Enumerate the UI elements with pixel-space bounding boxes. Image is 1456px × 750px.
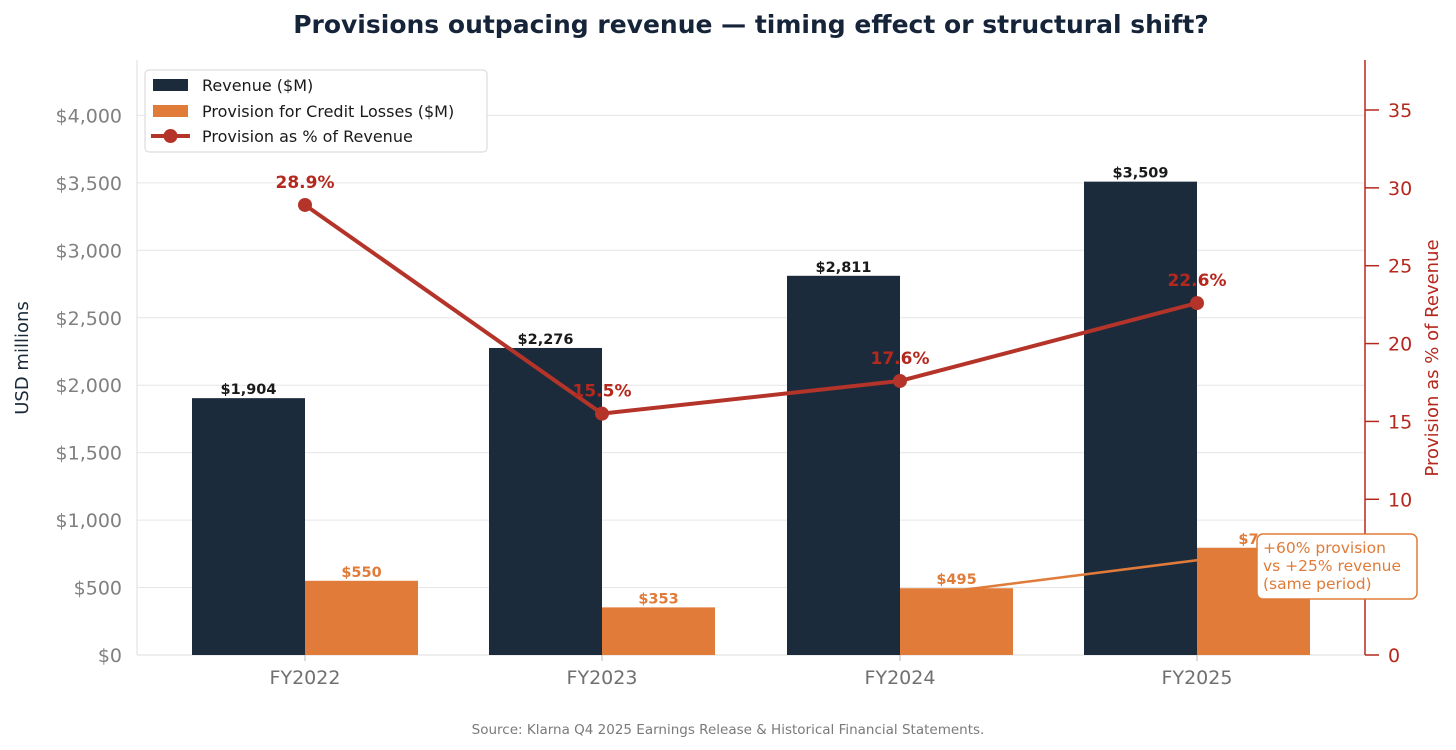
percent-value-label: 28.9% (276, 173, 335, 193)
revenue-value-label: $3,509 (1113, 166, 1169, 182)
legend-swatch-revenue (153, 79, 188, 91)
y-tick-label-left: $1,500 (56, 443, 122, 465)
provision-value-label: $353 (638, 591, 678, 607)
annotation-text: +60% provision (1263, 539, 1386, 557)
y-tick-label-left: $3,000 (56, 240, 122, 262)
revenue-bar (1084, 181, 1197, 655)
revenue-value-label: $1,904 (221, 382, 277, 398)
x-tick-label: FY2024 (865, 667, 936, 689)
provision-value-label: $550 (341, 565, 381, 581)
y-tick-label-right: 30 (1388, 178, 1412, 200)
bars (192, 181, 1310, 655)
y-tick-label-right: 20 (1388, 334, 1412, 356)
legend-label-percent: Provision as % of Revenue (202, 127, 413, 146)
y-tick-label-left: $2,000 (56, 375, 122, 397)
annotation-text: (same period) (1263, 575, 1372, 593)
data-labels: $1,904$2,276$2,811$3,509$550$353$495$792… (221, 166, 1269, 608)
y-tick-label-left: $4,000 (56, 105, 122, 127)
revenue-value-label: $2,811 (816, 260, 872, 276)
legend-swatch-provision (153, 105, 188, 117)
chart-title: Provisions outpacing revenue — timing ef… (293, 10, 1209, 39)
percent-point (893, 373, 907, 388)
percent-line (298, 197, 1204, 421)
percent-value-label: 22.6% (1168, 271, 1227, 291)
y-tick-label-left: $2,500 (56, 308, 122, 330)
provision-bar (602, 607, 715, 655)
axes: $0 $500 $1,000 $1,500 $2,000 $2,500 $3,000 $3,5… (12, 60, 1443, 689)
y-tick-label-right: 0 (1388, 645, 1400, 667)
annotation-box (1256, 533, 1418, 600)
annotation-text: vs +25% revenue (1263, 557, 1401, 575)
y-tick-label-right: 25 (1388, 256, 1412, 278)
percent-point (298, 197, 312, 212)
legend-marker-percent (163, 129, 178, 143)
provision-bar (900, 588, 1013, 655)
legend-box (144, 69, 488, 153)
revenue-bar (787, 275, 900, 655)
annotation-arrow (959, 550, 1263, 592)
y-tick-label-left: $0 (98, 645, 122, 667)
percent-value-label: 15.5% (573, 382, 632, 402)
percent-point (1190, 296, 1204, 311)
percent-point (595, 406, 609, 421)
x-tick-label: FY2022 (270, 667, 341, 689)
legend-label-provision: Provision for Credit Losses ($M) (202, 102, 454, 121)
y-tick-label-left: $500 (74, 578, 122, 600)
y-tick-label-right: 15 (1388, 411, 1412, 433)
y-tick-label-right: 10 (1388, 489, 1412, 511)
revenue-value-label: $2,276 (518, 332, 574, 348)
y-axis-title-right: Provision as % of Revenue (1422, 239, 1443, 476)
legend-label-revenue: Revenue ($M) (202, 76, 313, 95)
provision-bar (305, 580, 418, 655)
provision-value-label: $495 (936, 572, 976, 588)
y-tick-label-left: $1,000 (56, 510, 122, 532)
percent-value-label: 17.6% (871, 349, 930, 369)
y-axis-title-left: USD millions (12, 301, 33, 415)
legend: Revenue ($M) Provision for Credit Losses … (144, 69, 488, 153)
percent-series-line (303, 203, 1198, 416)
revenue-bar (192, 398, 305, 655)
source-note: Source: Klarna Q4 2025 Earnings Release … (472, 722, 985, 738)
y-tick-label-right: 35 (1388, 100, 1412, 122)
x-tick-label: FY2025 (1162, 667, 1233, 689)
x-tick-label: FY2023 (567, 667, 638, 689)
y-tick-label-left: $3,500 (56, 173, 122, 195)
